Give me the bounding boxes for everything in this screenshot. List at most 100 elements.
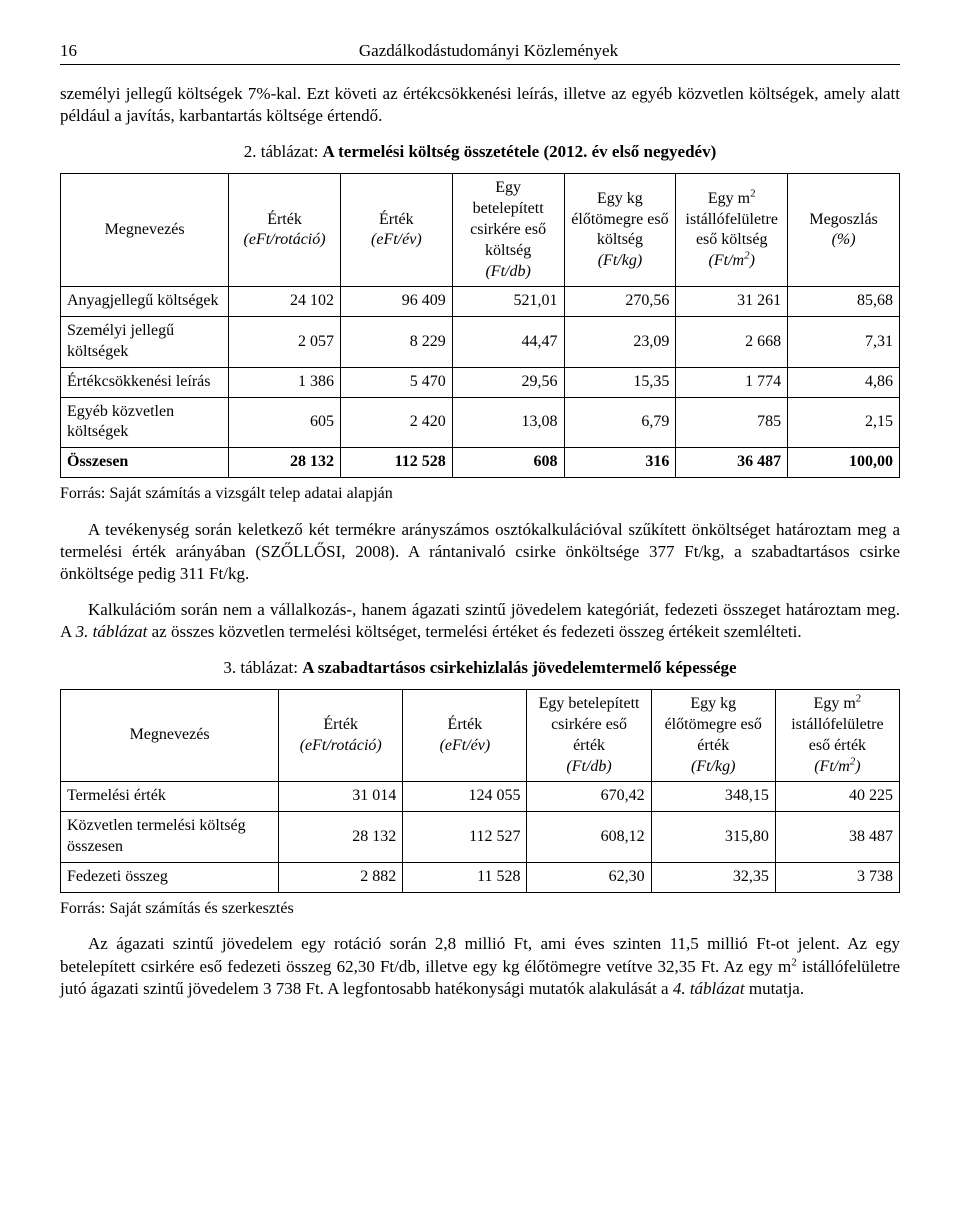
col-header-unit: (Ft/db) [485,263,530,280]
col-header-line: Egy betelepített csirkére eső költség [470,179,546,258]
table-3: Megnevezés Érték (eFt/rotáció) Érték (eF… [60,689,900,892]
table3-caption: 3. táblázat: A szabadtartásos csirkehizl… [60,657,900,679]
unit-part: ) [750,252,755,269]
cell: 2 882 [279,862,403,892]
col-header: Egy betelepített csirkére eső érték (Ft/… [527,690,651,782]
col-header-unit: (Ft/kg) [691,758,735,775]
col-header-line: istállófelületre eső érték [791,716,883,754]
col-header: Egy m2 istállófelületre eső költség (Ft/… [676,174,788,287]
col-header-unit: (eFt/év) [371,231,422,248]
paragraph-3: Kalkulációm során nem a vállalkozás-, ha… [60,599,900,643]
cell: 44,47 [452,317,564,368]
cell: 608 [452,448,564,478]
col-header-line: Érték [267,211,302,228]
cell: 100,00 [788,448,900,478]
row-label: Anyagjellegű költségek [61,287,229,317]
cell: 62,30 [527,862,651,892]
col-header-line: Egy betelepített csirkére eső érték [539,695,640,754]
cell: 785 [676,397,788,448]
col-header-line: Egy kg élőtömegre eső érték [665,695,762,754]
col-header-line: Megoszlás [809,211,877,228]
table3-source: Forrás: Saját számítás és szerkesztés [60,899,900,920]
cell: 13,08 [452,397,564,448]
cell: 24 102 [229,287,341,317]
cell: 348,15 [651,782,775,812]
cell: 670,42 [527,782,651,812]
table-row: Termelési érték 31 014 124 055 670,42 34… [61,782,900,812]
row-label: Egyéb közvetlen költségek [61,397,229,448]
cell: 2 668 [676,317,788,368]
col-header: Érték (eFt/év) [340,174,452,287]
col-header-unit: (%) [832,231,856,248]
page-header: 16 Gazdálkodástudományi Közlemények [60,40,900,65]
col-header-line: Érték [379,211,414,228]
cell: 11 528 [403,862,527,892]
table2-source: Forrás: Saját számítás a vizsgált telep … [60,484,900,505]
row-label: Értékcsökkenési leírás [61,367,229,397]
text-italic: 3. táblázat [76,622,148,641]
cell: 315,80 [651,812,775,863]
paragraph-1: személyi jellegű költségek 7%-kal. Ezt k… [60,83,900,127]
col-header: Érték (eFt/év) [403,690,527,782]
cell: 85,68 [788,287,900,317]
table3-caption-bold: A szabadtartásos csirkehizlalás jövedele… [302,658,736,677]
unit-part: ) [855,758,860,775]
cell: 1 774 [676,367,788,397]
cell: 28 132 [229,448,341,478]
table-row: Személyi jellegű költségek 2 057 8 229 4… [61,317,900,368]
cell: 3 738 [775,862,899,892]
table3-caption-prefix: 3. táblázat: [223,658,302,677]
col-header-unit: (eFt/év) [440,737,491,754]
cell: 605 [229,397,341,448]
cell: 6,79 [564,397,676,448]
text-span: az összes közvetlen termelési költséget,… [147,622,801,641]
cell: 4,86 [788,367,900,397]
cell: 38 487 [775,812,899,863]
table2-caption-bold: A termelési költség összetétele (2012. é… [323,142,717,161]
paragraph-2: A tevékenység során keletkező két termék… [60,519,900,585]
table-row: Megnevezés Érték (eFt/rotáció) Érték (eF… [61,174,900,287]
col-header-unit: (Ft/db) [566,758,611,775]
col-header-unit: (Ft/kg) [598,252,642,269]
col-header-line: Érték [323,716,358,733]
row-label: Közvetlen termelési költség összesen [61,812,279,863]
col-header: Megoszlás (%) [788,174,900,287]
col-header: Egy kg élőtömegre eső érték (Ft/kg) [651,690,775,782]
cell: 521,01 [452,287,564,317]
col-header: Megnevezés [61,174,229,287]
table-row: Egyéb közvetlen költségek 605 2 420 13,0… [61,397,900,448]
cell: 316 [564,448,676,478]
cell: 15,35 [564,367,676,397]
cell: 5 470 [340,367,452,397]
col-header: Megnevezés [61,690,279,782]
unit-part: (Ft/m [814,758,850,775]
cell: 96 409 [340,287,452,317]
table-2: Megnevezés Érték (eFt/rotáció) Érték (eF… [60,173,900,478]
table2-caption-prefix: 2. táblázat: [244,142,323,161]
cell: 29,56 [452,367,564,397]
cell: 32,35 [651,862,775,892]
row-label: Termelési érték [61,782,279,812]
cell: 23,09 [564,317,676,368]
col-header: Érték (eFt/rotáció) [229,174,341,287]
col-header: Egy kg élőtömegre eső költség (Ft/kg) [564,174,676,287]
table-row: Fedezeti összeg 2 882 11 528 62,30 32,35… [61,862,900,892]
text-span: mutatja. [745,979,804,998]
col-header-unit: (eFt/rotáció) [300,737,382,754]
cell: 31 261 [676,287,788,317]
row-label: Összesen [61,448,229,478]
col-header-unit: (Ft/m2) [814,758,860,775]
cell: 2 420 [340,397,452,448]
cell: 28 132 [279,812,403,863]
table-total-row: Összesen 28 132 112 528 608 316 36 487 1… [61,448,900,478]
superscript: 2 [750,187,756,199]
text-italic: 4. táblázat [673,979,745,998]
col-header-line: istállófelületre eső költség [686,211,778,249]
col-header: Érték (eFt/rotáció) [279,690,403,782]
cell: 7,31 [788,317,900,368]
col-header-unit: (Ft/m2) [709,252,755,269]
cell: 124 055 [403,782,527,812]
header-title: Gazdálkodástudományi Közlemények [77,40,900,62]
row-label: Fedezeti összeg [61,862,279,892]
table-row: Anyagjellegű költségek 24 102 96 409 521… [61,287,900,317]
